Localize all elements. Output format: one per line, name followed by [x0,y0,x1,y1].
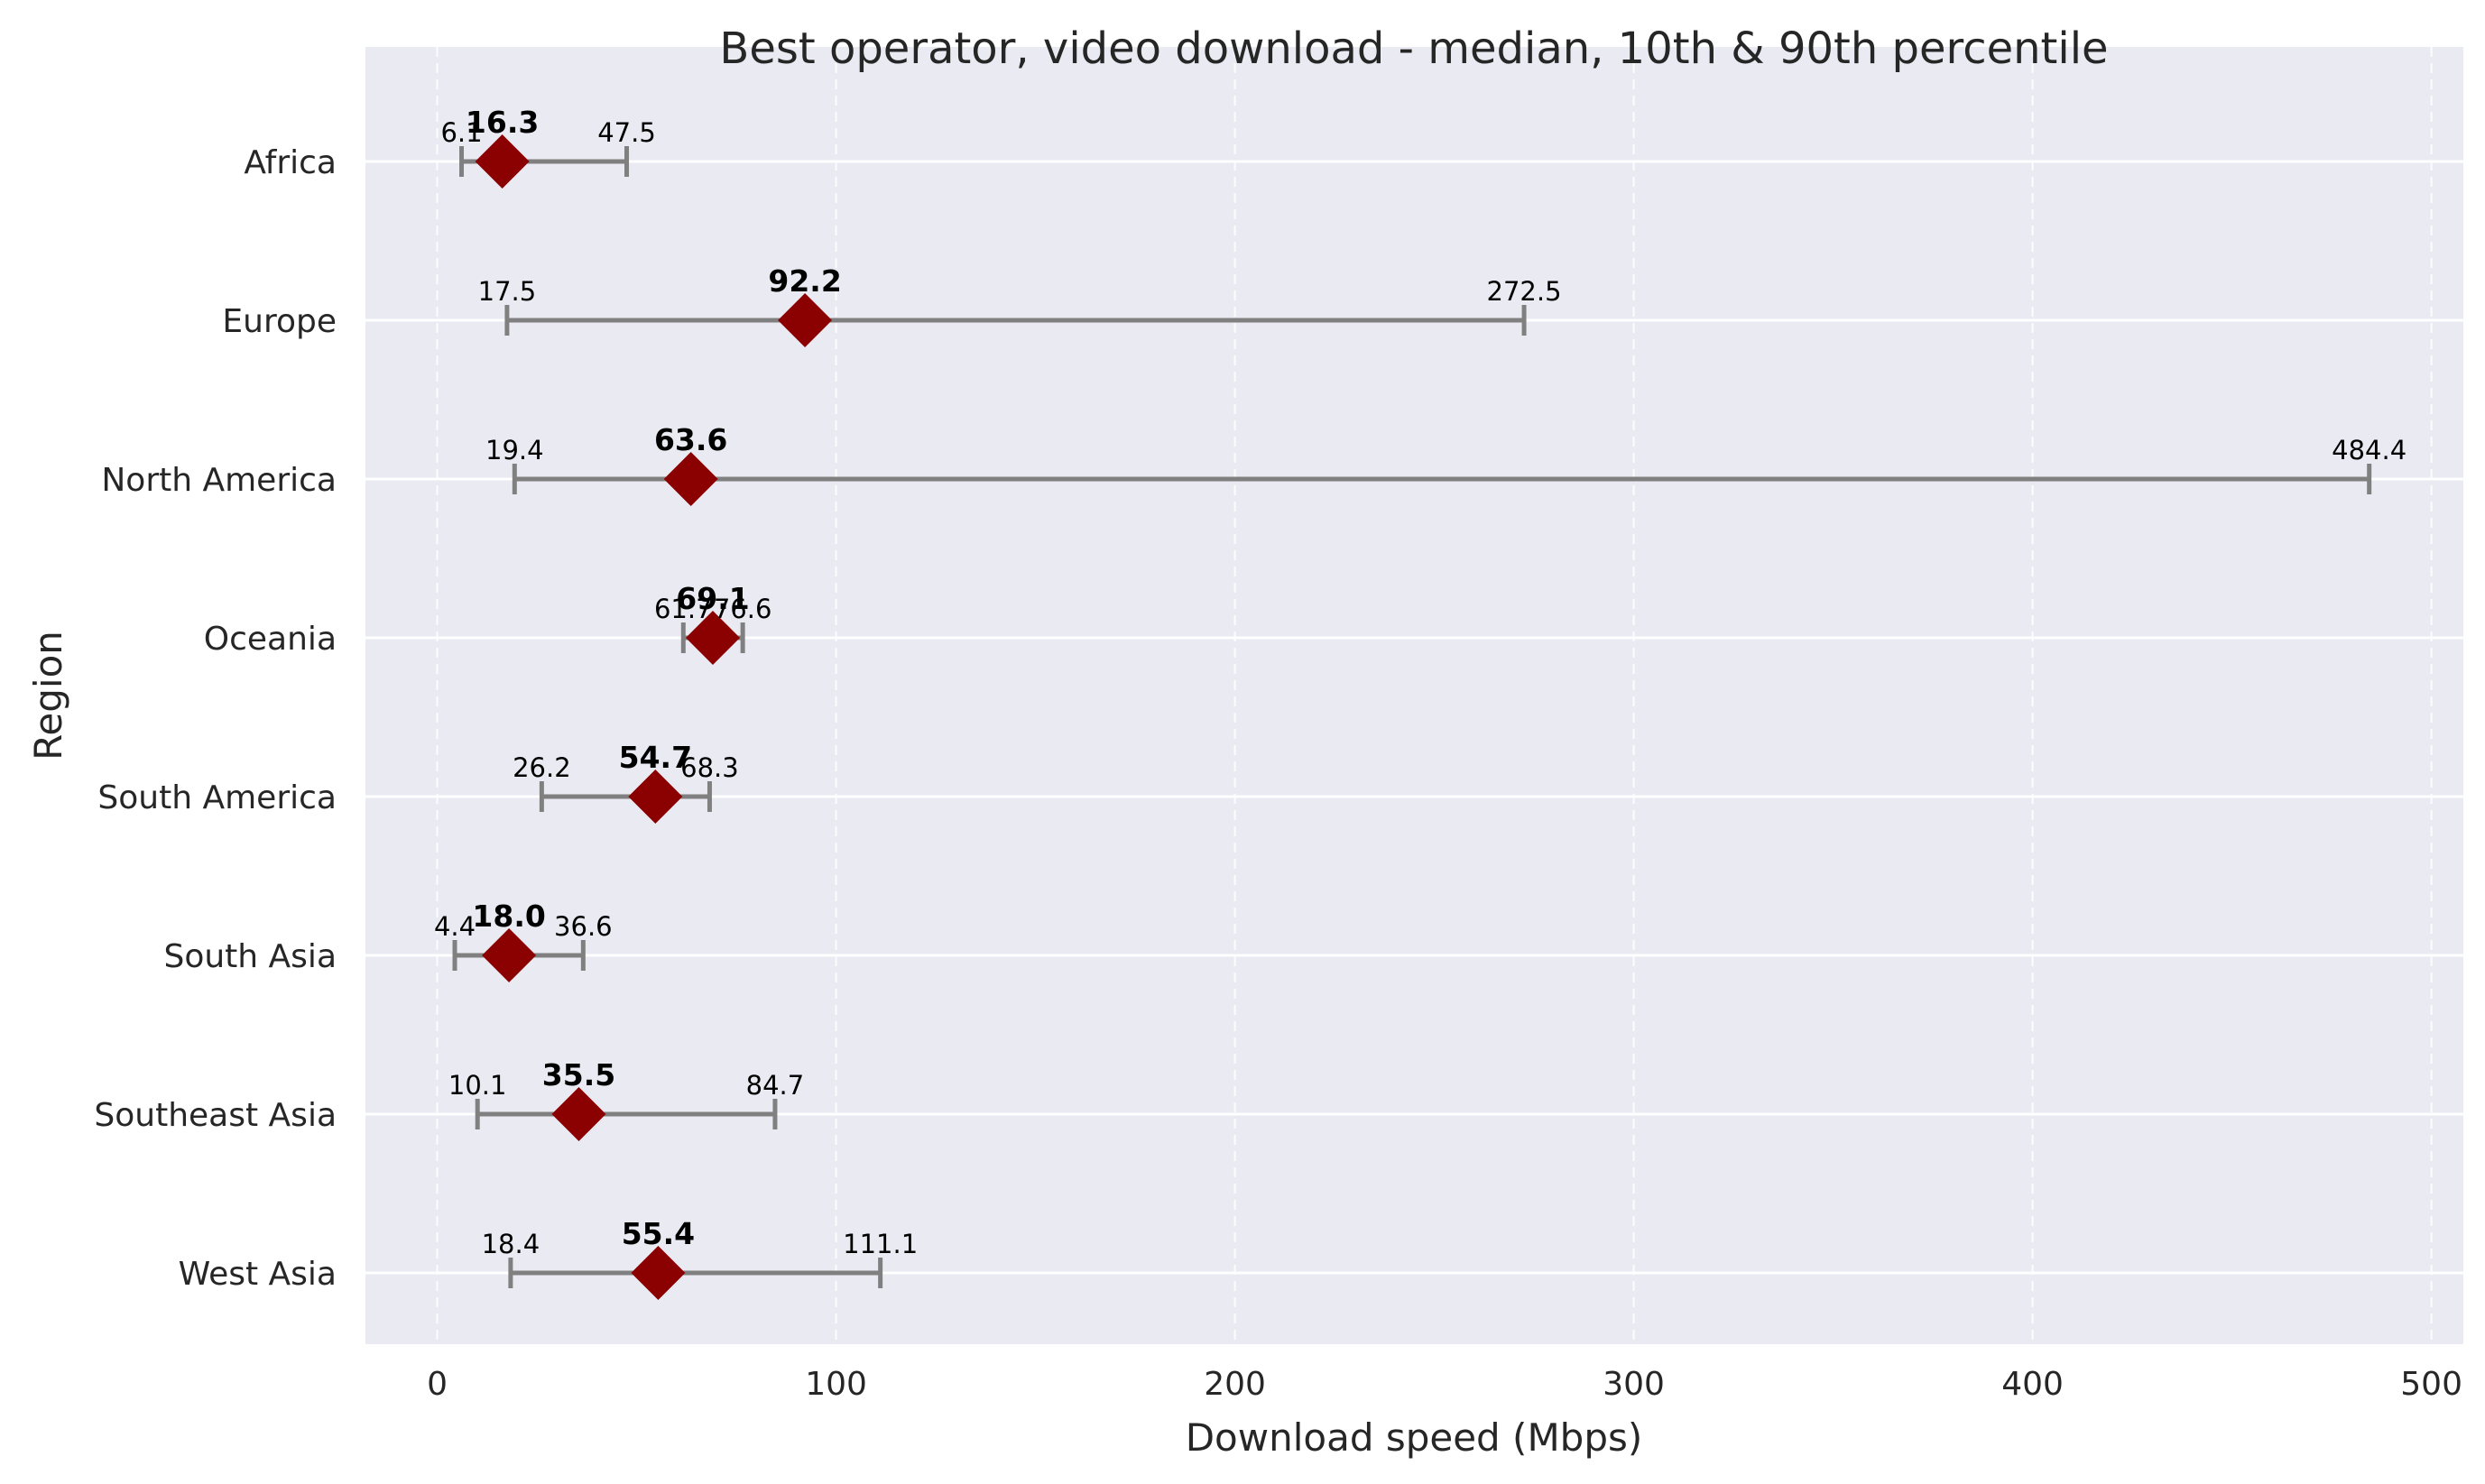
y-axis-label: Region [26,631,70,760]
median-value-label: 69.1 [676,581,749,616]
p90-value-label: 47.5 [597,117,656,148]
y-tick-label: West Asia [179,1256,337,1293]
data-marks: 6.1 47.5 16.3 17.5 272.5 92.2 19.4 484.4 63.6 61.… [434,105,2406,1300]
y-tick-label: South America [97,779,337,816]
p10-value-label: 10.1 [448,1070,507,1101]
p90-value-label: 272.5 [1487,276,1562,307]
p10-value-label: 4.4 [434,911,476,942]
median-marker [475,134,530,189]
y-tick-label: Africa [244,144,337,181]
axis-ticks: 0 100 200 300 400 500 Africa Europe North Americ… [94,144,2462,1403]
median-marker [663,452,718,506]
median-value-label: 18.0 [472,899,545,934]
p90-value-label: 36.6 [554,911,613,942]
y-tick-label: South Asia [163,938,337,975]
median-value-label: 16.3 [466,105,539,140]
p10-value-label: 19.4 [485,435,544,465]
x-tick-label: 0 [427,1366,448,1403]
x-tick-label: 400 [2001,1366,2064,1403]
p90-value-label: 484.4 [2332,435,2406,465]
chart-title: Best operator, video download - median, … [719,23,2108,74]
x-axis-label: Download speed (Mbps) [1186,1415,1643,1460]
x-tick-label: 200 [1204,1366,1266,1403]
x-tick-label: 300 [1603,1366,1665,1403]
p90-value-label: 76.6 [714,594,772,624]
median-value-label: 63.6 [654,422,727,457]
median-marker [551,1087,606,1141]
median-marker [631,1246,686,1300]
median-marker [778,293,833,347]
median-value-label: 55.4 [622,1216,695,1251]
median-marker [685,611,740,665]
p10-value-label: 61.7 [654,594,713,624]
median-value-label: 35.5 [542,1057,615,1092]
p10-value-label: 18.4 [482,1229,540,1259]
median-value-label: 92.2 [768,263,841,299]
y-tick-label: Europe [222,303,337,340]
p10-value-label: 6.1 [440,117,482,148]
x-tick-label: 100 [805,1366,867,1403]
median-marker [482,928,537,982]
p10-value-label: 26.2 [513,752,571,783]
y-tick-label: North America [101,462,337,499]
median-marker [628,770,683,824]
median-value-label: 54.7 [619,740,692,775]
y-tick-label: Oceania [204,621,337,658]
x-tick-label: 500 [2400,1366,2462,1403]
plot-background [365,47,2463,1344]
p90-value-label: 68.3 [680,752,739,783]
y-tick-label: Southeast Asia [94,1097,337,1134]
p90-value-label: 84.7 [746,1070,805,1101]
p10-value-label: 17.5 [478,276,537,307]
p90-value-label: 111.1 [843,1229,918,1259]
